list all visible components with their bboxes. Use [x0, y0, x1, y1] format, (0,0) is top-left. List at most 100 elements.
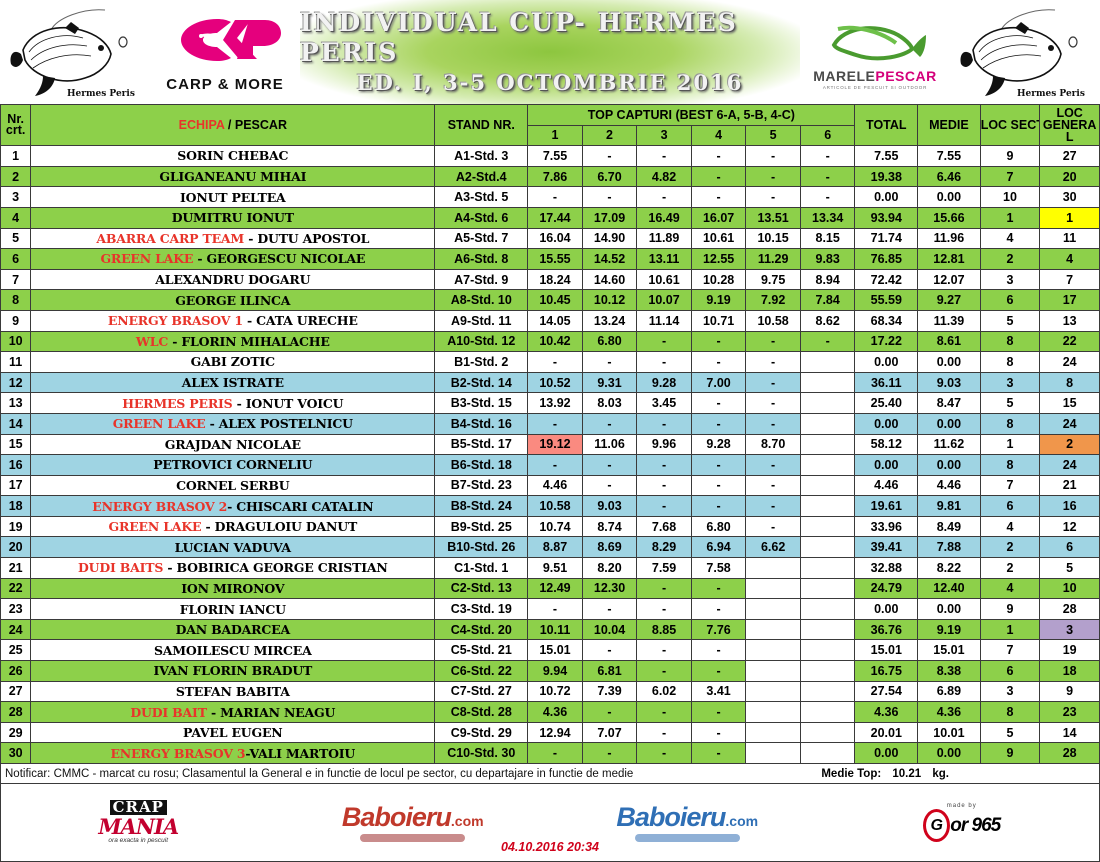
row-loc-general: 30 — [1039, 186, 1100, 208]
row-medie: 9.81 — [917, 495, 981, 517]
row-total: 19.38 — [854, 165, 919, 188]
row-angler-name: - GEORGESCU NICOLAE — [193, 251, 366, 267]
empty-cell — [799, 474, 856, 497]
gor-text: or 965 — [950, 814, 1001, 836]
row-capture-2: 11.06 — [581, 433, 638, 456]
table-row: 24 DAN BADARCEA C4-Std. 20 10.11 10.04 8.85 7.… — [0, 618, 1100, 641]
row-capture-2: 6.70 — [581, 165, 638, 188]
row-number: 15 — [0, 433, 32, 456]
row-capture-4: 6.94 — [690, 536, 747, 559]
row-angler-name: - FLORIN MIHALACHE — [168, 333, 330, 349]
row-angler-name: -VALI MARTOIU — [245, 745, 356, 761]
row-stand: C4-Std. 20 — [434, 618, 529, 641]
table-row: 23 FLORIN IANCU C3-Std. 19- - - -0.00 0.00 9 28 — [0, 598, 1100, 620]
row-total: 7.55 — [854, 145, 919, 167]
gor-circle-g: G — [923, 809, 951, 842]
empty-cell — [799, 454, 856, 476]
row-loc-sector: 7 — [979, 639, 1041, 662]
row-team-angler: PAVEL EUGEN — [30, 721, 436, 744]
table-row: 3 IONUT PELTEA A3-Std. 5- - - - - -0.00 0.00 10 30 — [0, 186, 1100, 208]
row-capture-4: - — [690, 454, 747, 476]
made-by-label: made by — [946, 803, 977, 809]
row-capture-1: - — [527, 186, 583, 208]
row-capture-3: 6.02 — [636, 680, 692, 703]
row-capture-4: - — [690, 330, 747, 353]
row-loc-general: 21 — [1039, 474, 1100, 497]
row-capture-1: 17.44 — [527, 206, 583, 229]
row-capture-1: 9.51 — [527, 557, 583, 579]
crapmania-logo: CRAP MANIA ora exacta in pescuit — [1, 784, 276, 861]
row-loc-sector: 5 — [979, 392, 1041, 414]
row-capture-3: - — [636, 639, 692, 662]
row-capture-4: - — [690, 598, 747, 620]
row-team-angler: HERMES PERIS - IONUT VOICU — [30, 392, 436, 414]
row-team-name: ENERGY BRASOV 1 — [107, 313, 243, 329]
row-capture-2: 7.39 — [581, 680, 638, 703]
row-medie: 12.40 — [917, 577, 981, 600]
row-loc-sector: 9 — [979, 598, 1041, 620]
hermes-peris-logo-text: Hermes Peris — [67, 89, 135, 99]
row-medie: 9.03 — [917, 371, 981, 394]
row-number: 2 — [0, 165, 32, 188]
table-head: Nr. crt. ECHIPA / PESCAR STAND NR. TOP C… — [0, 103, 1100, 147]
row-capture-5: - — [745, 165, 801, 188]
row-stand: B1-Std. 2 — [434, 351, 529, 373]
row-loc-general: 8 — [1039, 371, 1100, 394]
row-capture-4: - — [690, 145, 747, 167]
row-capture-3: - — [636, 701, 692, 723]
row-medie: 4.36 — [917, 701, 981, 723]
header-capture-2: 2 — [581, 124, 638, 147]
sponsor-footer: CRAP MANIA ora exacta in pescuit Baboier… — [0, 784, 1100, 862]
row-loc-sector: 6 — [979, 660, 1041, 682]
row-capture-1: 10.74 — [527, 515, 583, 538]
row-team-angler: FLORIN IANCU — [30, 598, 436, 620]
row-total: 76.85 — [854, 248, 919, 270]
row-team-name: DUDI BAIT — [130, 704, 207, 720]
row-stand: C8-Std. 28 — [434, 701, 529, 723]
row-number: 3 — [0, 186, 32, 208]
row-number: 10 — [0, 330, 32, 353]
row-capture-4: 3.41 — [690, 680, 747, 703]
row-team-angler: SAMOILESCU MIRCEA — [30, 639, 436, 662]
row-total: 72.42 — [854, 268, 919, 291]
row-team-angler: GREEN LAKE - DRAGULOIU DANUT — [30, 515, 436, 538]
row-total: 0.00 — [854, 598, 919, 620]
row-capture-2: - — [581, 145, 638, 167]
row-medie: 8.47 — [917, 392, 981, 414]
row-capture-3: 16.49 — [636, 206, 692, 229]
row-capture-4: - — [690, 186, 747, 208]
row-number: 20 — [0, 536, 32, 559]
row-team-angler: LUCIAN VADUVA — [30, 536, 436, 559]
row-loc-general: 27 — [1039, 145, 1100, 167]
row-stand: B3-Std. 15 — [434, 392, 529, 414]
marele-pescar-logo: MARELEPESCAR ARTICOLE DE PESCUIT SI OUTD… — [800, 0, 950, 104]
row-capture-3: 11.89 — [636, 227, 692, 250]
row-medie: 9.27 — [917, 289, 981, 311]
row-number: 22 — [0, 577, 32, 600]
header-capture-3: 3 — [636, 124, 692, 147]
event-title-line1: INDIVIDUAL CUP- HERMES PERIS — [300, 8, 738, 67]
marele-pescar-subtitle: ARTICOLE DE PESCUIT SI OUTDOOR — [822, 84, 928, 90]
row-loc-sector: 3 — [979, 371, 1041, 394]
baboieru-blue-domain: .com — [725, 812, 759, 829]
note-text: Notificar: CMMC - marcat cu rosu; Clasam… — [5, 767, 634, 780]
row-angler-name: GRAJDAN NICOLAE — [164, 436, 301, 452]
row-capture-6: 8.15 — [799, 227, 856, 250]
cpk-tagline: CARP & MORE — [166, 76, 284, 93]
row-stand: C7-Std. 27 — [434, 680, 529, 703]
row-number: 18 — [0, 495, 32, 517]
row-team-name: DUDI BAITS — [78, 560, 164, 576]
row-loc-general: 6 — [1039, 536, 1100, 559]
table-row: 10 WLC - FLORIN MIHALACHE A10-Std. 12 10.42… — [0, 330, 1100, 353]
row-stand: A8-Std. 10 — [434, 289, 529, 311]
row-total: 0.00 — [854, 186, 919, 208]
row-stand: C1-Std. 1 — [434, 557, 529, 579]
row-capture-4: 7.76 — [690, 618, 747, 641]
row-number: 6 — [0, 248, 32, 270]
row-angler-name: PAVEL EUGEN — [183, 725, 283, 741]
empty-cell — [745, 680, 801, 703]
table-row: 29 PAVEL EUGEN C9-Std. 29 12.94 7.07- -20.01 1… — [0, 721, 1100, 744]
row-capture-4: - — [690, 701, 747, 723]
row-capture-2: 14.52 — [581, 248, 638, 270]
row-loc-general: 9 — [1039, 680, 1100, 703]
